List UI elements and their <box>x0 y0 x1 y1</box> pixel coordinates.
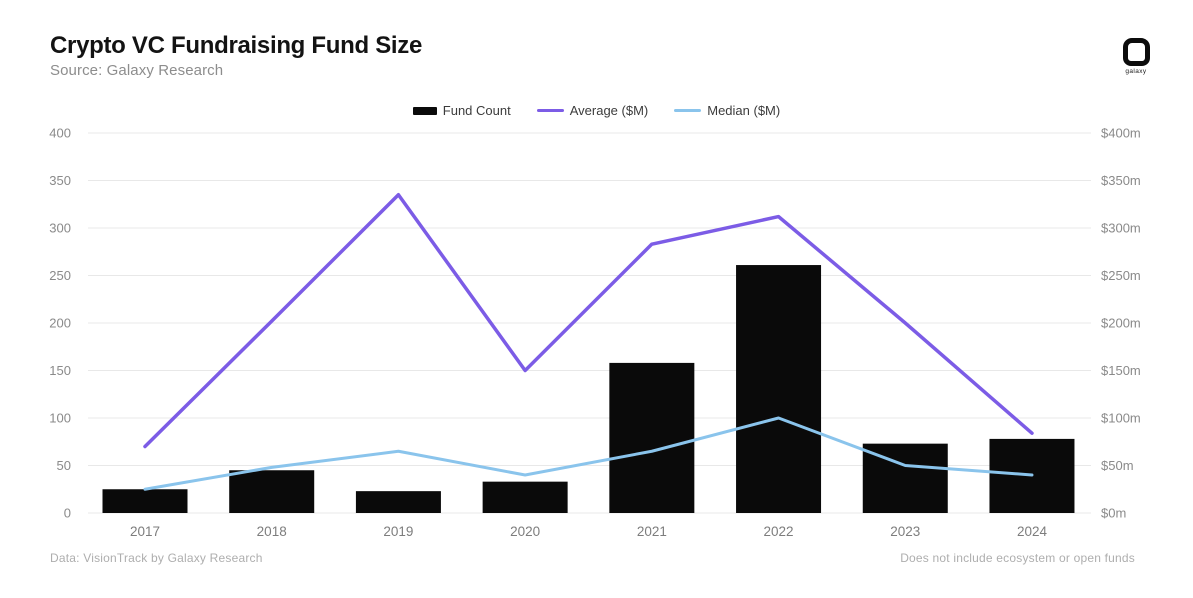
left-axis-tick-350: 350 <box>49 173 71 188</box>
x-axis-tick-2024: 2024 <box>1017 524 1048 539</box>
right-axis-tick-$100m: $100m <box>1101 411 1141 426</box>
galaxy-logo: galaxy <box>1113 38 1159 75</box>
gridlines <box>88 132 1091 514</box>
left-axis-tick-250: 250 <box>49 268 71 283</box>
left-axis-tick-0: 0 <box>64 506 71 521</box>
right-axis-tick-$200m: $200m <box>1101 316 1141 331</box>
legend-label: Fund Count <box>442 103 511 118</box>
footer-note-right: Does not include ecosystem or open funds <box>900 551 1135 565</box>
chart-legend: Fund Count Average ($M) Median ($M) <box>0 103 1193 118</box>
left-axis-tick-50: 50 <box>57 458 71 473</box>
line-swatch-icon <box>536 109 564 112</box>
x-axis-tick-2017: 2017 <box>130 524 160 539</box>
legend-item-median-m: Median ($M) <box>674 103 780 118</box>
left-axis-labels: 0 50 100 150 200 250 300 350 400 <box>49 126 71 521</box>
bar-2021 <box>609 362 695 513</box>
bar-series-fund-count <box>102 265 1075 513</box>
bar-swatch-icon <box>412 106 437 115</box>
x-axis-tick-2021: 2021 <box>637 524 667 539</box>
x-axis-tick-2019: 2019 <box>383 524 413 539</box>
bar-2022 <box>736 265 822 513</box>
right-axis-tick-$0m: $0m <box>1101 506 1126 521</box>
galaxy-logo-text: galaxy <box>1125 68 1147 75</box>
left-axis-tick-150: 150 <box>49 363 71 378</box>
legend-item-average-m: Average ($M) <box>536 103 649 118</box>
left-axis-tick-400: 400 <box>49 126 71 141</box>
right-axis-tick-$50m: $50m <box>1101 458 1134 473</box>
right-axis-tick-$400m: $400m <box>1101 126 1141 141</box>
bar-2018 <box>229 470 315 513</box>
legend-label: Average ($M) <box>569 103 649 118</box>
chart-source: Source: Galaxy Research <box>50 62 224 79</box>
right-axis-tick-$250m: $250m <box>1101 268 1141 283</box>
x-axis-tick-2022: 2022 <box>764 524 794 539</box>
x-axis-tick-2018: 2018 <box>257 524 287 539</box>
x-axis-tick-2023: 2023 <box>890 524 920 539</box>
right-axis-tick-$350m: $350m <box>1101 173 1141 188</box>
bar-2020 <box>482 481 568 513</box>
x-axis-labels: 2017 2018 2019 2020 2021 2022 2023 2024 <box>130 524 1047 539</box>
bar-2019 <box>355 491 441 513</box>
left-axis-tick-200: 200 <box>49 316 71 331</box>
right-axis-labels: $0m $50m $100m $150m $200m $250m $300m $350m $40… <box>1101 126 1141 521</box>
average-line <box>143 193 1034 449</box>
median-line <box>143 416 1034 491</box>
right-axis-tick-$300m: $300m <box>1101 221 1141 236</box>
footer-note-left: Data: VisionTrack by Galaxy Research <box>50 551 263 565</box>
galaxy-logo-icon <box>1122 38 1150 66</box>
bar-2017 <box>102 489 188 513</box>
line-swatch-icon <box>674 109 702 112</box>
right-axis-tick-$150m: $150m <box>1101 363 1141 378</box>
left-axis-tick-300: 300 <box>49 221 71 236</box>
x-axis-tick-2020: 2020 <box>510 524 540 539</box>
legend-label: Median ($M) <box>707 103 781 118</box>
page-title: Crypto VC Fundraising Fund Size <box>50 32 423 59</box>
legend-item-fund-count: Fund Count <box>412 103 511 118</box>
left-axis-tick-100: 100 <box>49 411 71 426</box>
